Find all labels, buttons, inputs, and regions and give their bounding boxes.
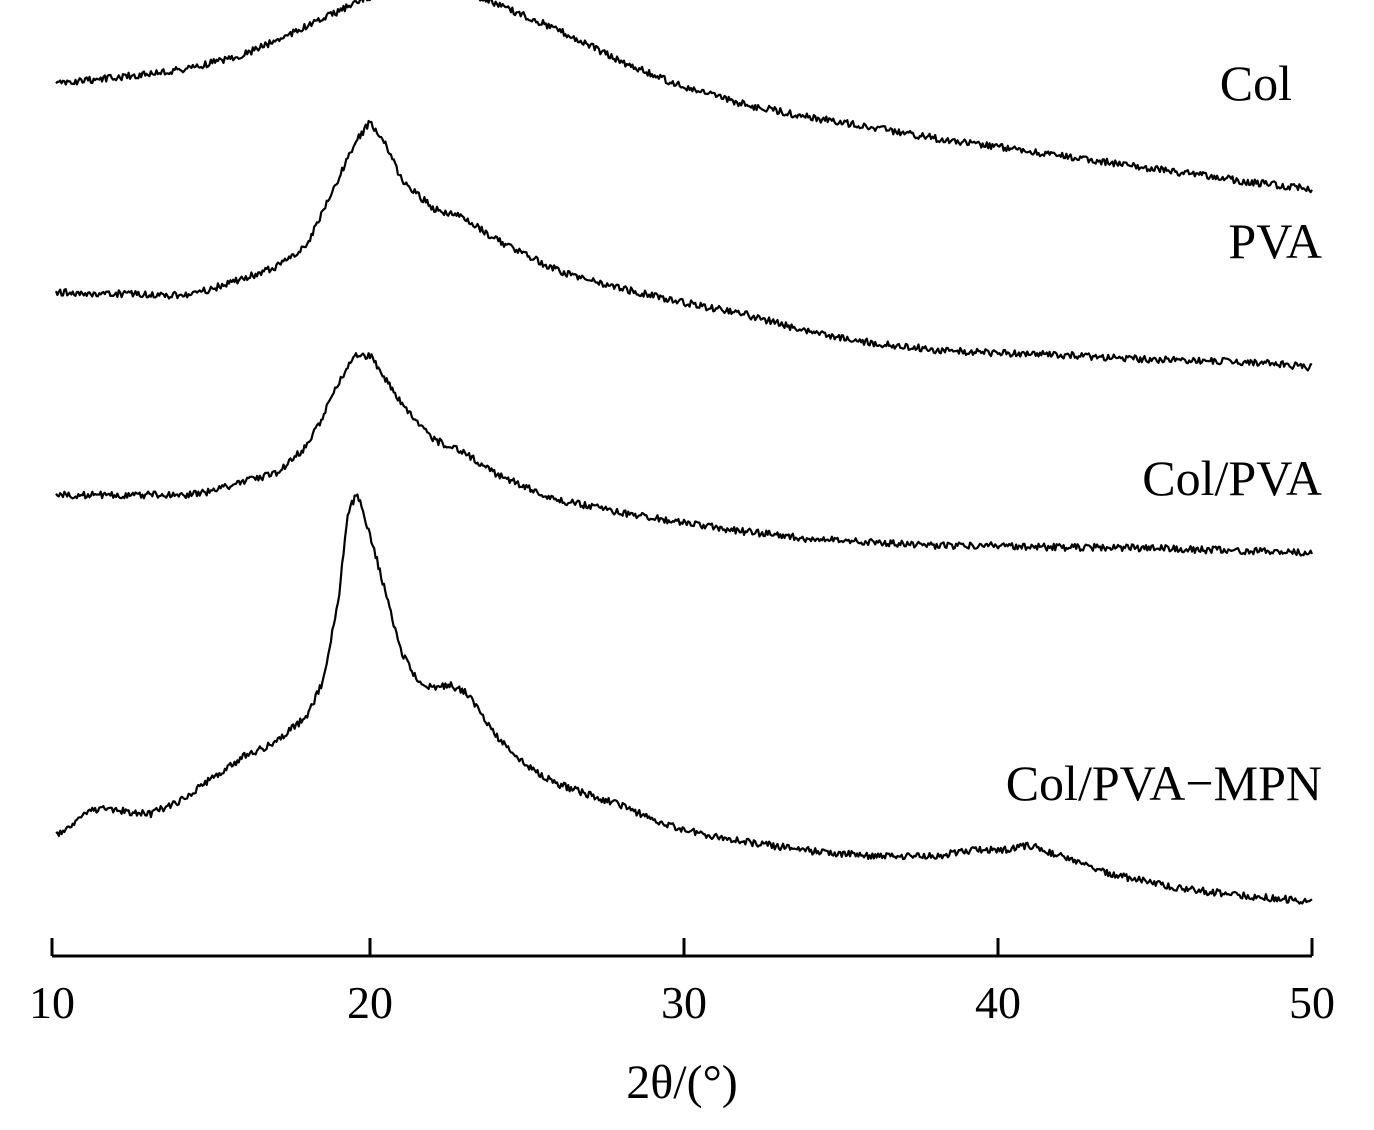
x-tick-label-30: 30 [661, 977, 707, 1028]
xrd-traces [54, 0, 1314, 905]
x-tick-label-10: 10 [29, 977, 75, 1028]
series-label-col-pva-mpn: Col/PVA−MPN [1006, 755, 1322, 811]
series-labels: Col PVA Col/PVA Col/PVA−MPN [1006, 55, 1322, 811]
x-axis: 10 20 30 40 50 2θ/(°) [29, 938, 1335, 1109]
x-axis-title: 2θ/(°) [626, 1056, 738, 1109]
trace-col-pva-mpn [55, 493, 1313, 905]
series-label-col-pva: Col/PVA [1142, 450, 1322, 506]
trace-col-pva [55, 352, 1314, 557]
trace-pva [54, 119, 1313, 372]
series-label-col: Col [1220, 55, 1292, 111]
trace-col [55, 0, 1313, 194]
x-ticks: 10 20 30 40 50 [29, 938, 1335, 1028]
x-tick-label-20: 20 [347, 977, 393, 1028]
series-label-pva: PVA [1228, 213, 1322, 269]
x-tick-label-50: 50 [1289, 977, 1335, 1028]
x-tick-label-40: 40 [975, 977, 1021, 1028]
